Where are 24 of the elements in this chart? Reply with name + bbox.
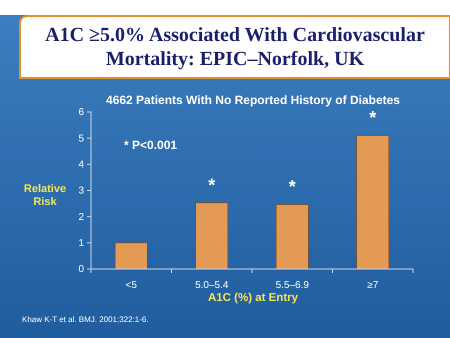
y-tick-label: 5 (78, 133, 84, 144)
bar (114, 242, 148, 270)
annotation: * (208, 174, 216, 195)
chart-subtitle: 4662 Patients With No Reported History of Diabetes (106, 93, 400, 107)
annotation: * (369, 108, 376, 128)
x-tick-label: ≥7 (367, 280, 379, 292)
y-tick-label: 3 (78, 186, 84, 197)
y-tick-label: 4 (78, 160, 84, 171)
bar (276, 204, 309, 270)
y-tick-label: 0 (78, 264, 84, 276)
bar (195, 202, 228, 270)
chart-title: A1C ≥5.0% Associated With Cardiovascular Mortality: EPIC–Norfolk, UK (45, 24, 425, 70)
annotation: * P<0.001 (124, 138, 178, 152)
y-tick-label: 1 (78, 238, 84, 250)
annotation: * (288, 176, 296, 197)
bar (356, 135, 390, 270)
x-axis-title: A1C (%) at Entry (208, 292, 299, 304)
y-tick-label: 6 (78, 107, 84, 118)
x-tick-label: <5 (126, 280, 138, 292)
text: Khaw K-T et al. BMJ. 2001;322:1-6. (22, 315, 149, 324)
y-tick-label: 2 (78, 212, 84, 223)
x-tick-label: 5.0–5.4 (195, 280, 229, 292)
x-tick-label: 5.5–6.9 (276, 280, 310, 292)
y-axis-title: Relative Risk (24, 183, 66, 208)
